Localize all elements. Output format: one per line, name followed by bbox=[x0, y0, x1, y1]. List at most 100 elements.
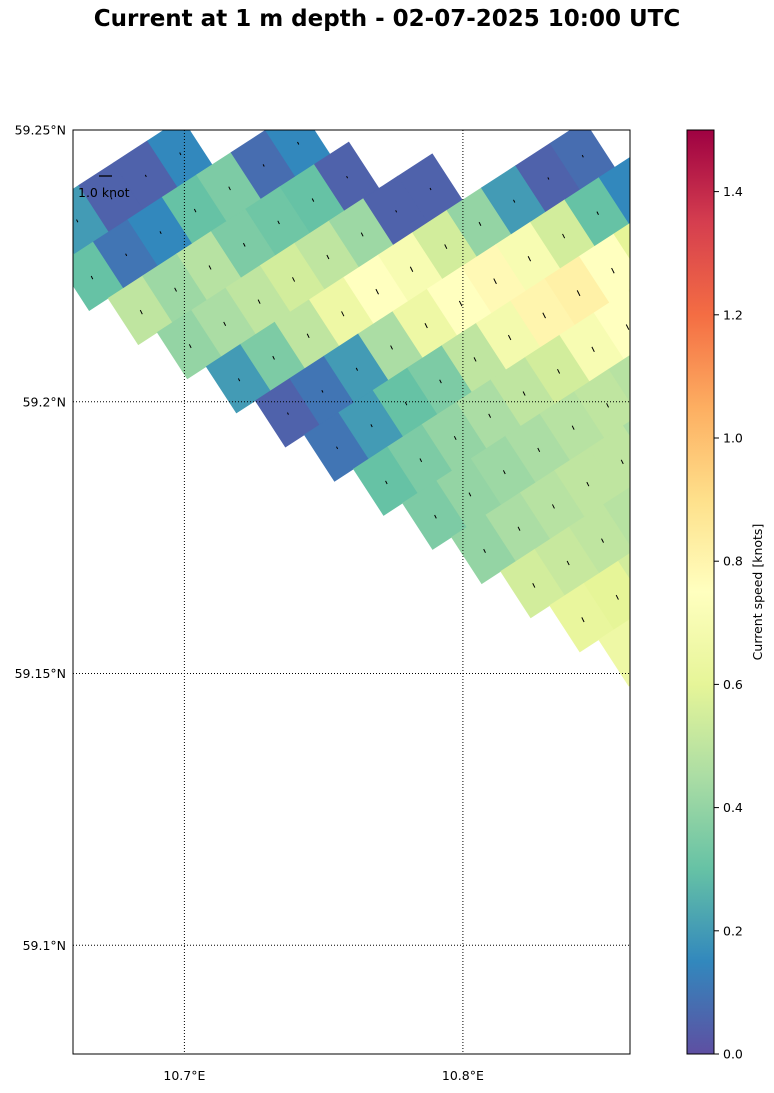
current-arrow bbox=[208, 265, 212, 270]
current-arrow bbox=[262, 164, 265, 167]
current-arrow bbox=[759, 370, 760, 372]
current-arrow bbox=[651, 573, 653, 577]
current-arrow bbox=[749, 179, 750, 182]
quiver-scale-key: 1.0 knot bbox=[78, 175, 130, 200]
current-arrow bbox=[601, 538, 604, 543]
current-arrow bbox=[631, 652, 633, 657]
current-arrow bbox=[110, 196, 113, 200]
colorbar-tick-label: 0.2 bbox=[723, 923, 743, 938]
current-arrow bbox=[547, 177, 550, 180]
current-arrow bbox=[566, 560, 570, 566]
current-arrow bbox=[429, 187, 432, 191]
colorbar-tick-label: 1.0 bbox=[723, 431, 743, 446]
colorbar-tick-label: 0.4 bbox=[723, 800, 743, 815]
speed-cell bbox=[617, 552, 630, 580]
current-arrow bbox=[404, 401, 408, 406]
current-arrow bbox=[125, 253, 128, 257]
current-arrow bbox=[419, 458, 423, 463]
speed-cell bbox=[603, 486, 630, 546]
current-arrow bbox=[615, 594, 619, 600]
current-arrow bbox=[336, 446, 339, 450]
speed-cell bbox=[746, 258, 774, 327]
current-arrow bbox=[144, 174, 147, 178]
speed-cell bbox=[588, 425, 630, 495]
current-arrow bbox=[729, 258, 731, 263]
current-arrow bbox=[581, 617, 585, 623]
current-arrow bbox=[188, 344, 192, 349]
current-arrow bbox=[661, 302, 664, 307]
current-arrow bbox=[311, 198, 315, 202]
speed-cell bbox=[722, 472, 774, 541]
current-arrow bbox=[42, 242, 44, 245]
current-arrow bbox=[341, 311, 345, 317]
colorbar-label: Current speed [knots] bbox=[750, 524, 765, 661]
speed-cell bbox=[741, 393, 774, 462]
lon-tick-label: 10.8°E bbox=[442, 1068, 484, 1083]
current-arrow bbox=[424, 323, 428, 329]
latitude-tick-labels: 59.25°N 59.2°N 59.15°N 59.1°N bbox=[15, 123, 66, 953]
current-arrow bbox=[562, 233, 566, 239]
current-arrow bbox=[409, 266, 414, 272]
current-arrow bbox=[444, 244, 448, 249]
current-arrow bbox=[551, 504, 555, 509]
speed-cell bbox=[727, 336, 774, 405]
current-arrow bbox=[395, 210, 398, 213]
colorbar-tick-label: 0.8 bbox=[723, 554, 743, 569]
lat-tick-label: 59.2°N bbox=[23, 394, 66, 409]
lat-tick-label: 59.1°N bbox=[23, 938, 66, 953]
speed-cell bbox=[598, 618, 630, 687]
current-arrow bbox=[242, 242, 246, 247]
current-arrow bbox=[631, 189, 632, 191]
current-arrow bbox=[724, 393, 726, 396]
speed-cell bbox=[766, 179, 774, 248]
current-arrow bbox=[321, 390, 324, 393]
speed-cell bbox=[613, 222, 630, 260]
current-arrow bbox=[375, 288, 379, 295]
current-arrow bbox=[670, 494, 672, 498]
current-arrow bbox=[611, 267, 615, 274]
current-arrow bbox=[641, 381, 643, 385]
lat-tick-label: 59.25°N bbox=[15, 123, 66, 138]
current-arrow bbox=[576, 290, 581, 297]
current-arrow bbox=[483, 548, 486, 553]
current-arrow bbox=[764, 235, 766, 240]
current-arrow bbox=[665, 629, 667, 634]
current-arrow bbox=[715, 201, 717, 204]
speed-cell bbox=[573, 368, 630, 439]
current-arrow bbox=[532, 583, 536, 588]
colorbar-tick-label: 1.4 bbox=[723, 184, 743, 199]
current-arrow bbox=[513, 199, 516, 203]
speed-cell bbox=[598, 157, 630, 225]
speed-cell bbox=[717, 145, 774, 214]
current-arrow bbox=[744, 314, 746, 317]
current-arrow bbox=[606, 403, 610, 408]
current-arrow bbox=[139, 309, 143, 315]
current-arrow bbox=[734, 585, 736, 589]
current-arrow bbox=[596, 211, 599, 215]
current-arrow bbox=[223, 321, 227, 327]
current-arrow bbox=[478, 221, 482, 226]
current-arrow bbox=[90, 275, 94, 280]
current-arrow bbox=[571, 425, 575, 430]
colorbar-gradient bbox=[687, 130, 714, 1054]
current-arrow bbox=[488, 413, 492, 418]
current-arrow bbox=[517, 526, 521, 531]
current-arrow bbox=[675, 359, 677, 362]
speed-cell bbox=[583, 560, 630, 631]
speed-cell bbox=[756, 449, 774, 518]
current-arrow bbox=[370, 424, 373, 428]
current-arrow bbox=[453, 435, 457, 441]
current-arrow bbox=[768, 562, 770, 566]
current-arrow bbox=[542, 312, 546, 319]
current-arrow bbox=[228, 186, 231, 191]
current-arrow bbox=[292, 277, 296, 282]
current-arrow bbox=[439, 379, 442, 384]
current-arrow bbox=[586, 481, 590, 487]
speed-cell bbox=[622, 420, 630, 437]
speed-cell bbox=[771, 506, 774, 575]
speed-cell bbox=[628, 288, 630, 294]
current-arrow bbox=[286, 412, 289, 415]
current-arrow bbox=[458, 300, 463, 307]
quiver-key-label: 1.0 knot bbox=[78, 185, 130, 200]
current-arrow bbox=[272, 355, 275, 360]
